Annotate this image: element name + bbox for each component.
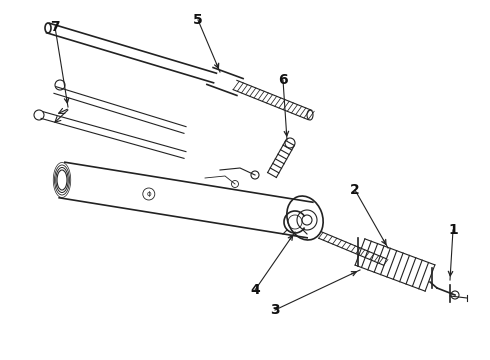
Ellipse shape bbox=[45, 23, 51, 33]
Text: ϕ: ϕ bbox=[147, 191, 151, 197]
Text: 3: 3 bbox=[270, 303, 280, 317]
Circle shape bbox=[451, 291, 459, 299]
Text: 4: 4 bbox=[250, 283, 260, 297]
Text: 1: 1 bbox=[448, 223, 458, 237]
Text: 5: 5 bbox=[193, 13, 203, 27]
Circle shape bbox=[55, 80, 65, 90]
Circle shape bbox=[34, 110, 44, 120]
Text: 7: 7 bbox=[50, 20, 60, 34]
Ellipse shape bbox=[287, 196, 323, 240]
Text: 2: 2 bbox=[350, 183, 360, 197]
Text: 6: 6 bbox=[278, 73, 288, 87]
Ellipse shape bbox=[307, 110, 313, 120]
Circle shape bbox=[285, 138, 295, 148]
